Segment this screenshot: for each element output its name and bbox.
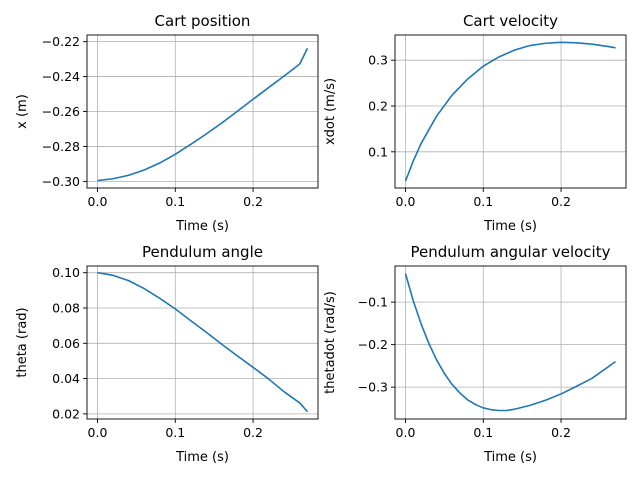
x-tick-label: 0.1	[473, 194, 493, 209]
axes-frame	[394, 265, 627, 420]
chart-title: Cart position	[155, 12, 251, 30]
x-tick-label: 0.1	[165, 194, 185, 209]
chart-title: Cart velocity	[463, 12, 558, 30]
x-tick-label: 0.1	[165, 425, 185, 440]
axes-frame	[394, 34, 627, 189]
x-tick-label: 0.1	[473, 425, 493, 440]
y-tick-label: −0.2	[358, 337, 388, 352]
series-line	[404, 41, 616, 182]
y-tick-label: 0.04	[52, 371, 80, 386]
y-axis-label: theta (rad)	[15, 307, 30, 377]
x-tick-label: 0.0	[88, 425, 108, 440]
y-tick-label: 0.02	[52, 406, 80, 421]
y-tick-label: 0.1	[368, 144, 388, 159]
series-line	[404, 273, 616, 412]
y-tick-label: −0.26	[42, 104, 80, 119]
subplot-cart-position: 0.0 0.1 0.2 −0.30 −0.28 −0.26 −0.24 −0.22 Cart p…	[15, 12, 319, 234]
y-tick-label: −0.24	[42, 69, 80, 84]
x-tick-label: 0.0	[396, 194, 416, 209]
y-tick-label: 0.3	[368, 53, 388, 68]
y-tick-label: −0.30	[42, 174, 80, 189]
subplot-pendulum-angular-velocity: 0.0 0.1 0.2 −0.3 −0.2 −0.1 Pendulum angular ve…	[323, 243, 627, 465]
y-tick-label: −0.1	[358, 295, 388, 310]
x-axis-label: Time (s)	[175, 450, 229, 465]
series-line	[97, 47, 309, 182]
subplot-cart-velocity: 0.0 0.1 0.2 0.1 0.2 0.3 Cart velocity Time (s) x…	[323, 12, 627, 234]
y-tick-label: 0.10	[52, 265, 80, 280]
x-tick-label: 0.2	[551, 425, 571, 440]
x-axis-label: Time (s)	[483, 219, 537, 234]
x-tick-label: 0.0	[396, 425, 416, 440]
y-tick-label: −0.28	[42, 139, 80, 154]
x-tick-label: 0.2	[243, 194, 263, 209]
y-axis-label: xdot (m/s)	[323, 78, 338, 145]
y-axis-label: thetadot (rad/s)	[323, 291, 338, 394]
x-axis-label: Time (s)	[483, 450, 537, 465]
chart-title: Pendulum angular velocity	[411, 243, 611, 261]
subplot-pendulum-angle: 0.0 0.1 0.2 0.02 0.04 0.06 0.08 0.10 Pendulum an…	[15, 243, 319, 465]
chart-title: Pendulum angle	[142, 243, 263, 261]
y-tick-label: 0.2	[368, 99, 388, 114]
y-tick-label: 0.06	[52, 336, 80, 351]
x-tick-label: 0.2	[551, 194, 571, 209]
y-tick-label: −0.3	[358, 380, 388, 395]
x-tick-label: 0.0	[88, 194, 108, 209]
x-tick-label: 0.2	[243, 425, 263, 440]
x-axis-label: Time (s)	[175, 219, 229, 234]
series-line	[97, 271, 309, 413]
y-tick-label: −0.22	[42, 34, 80, 49]
y-axis-label: x (m)	[15, 94, 30, 129]
y-tick-label: 0.08	[52, 301, 80, 316]
axes-frame	[86, 265, 319, 420]
